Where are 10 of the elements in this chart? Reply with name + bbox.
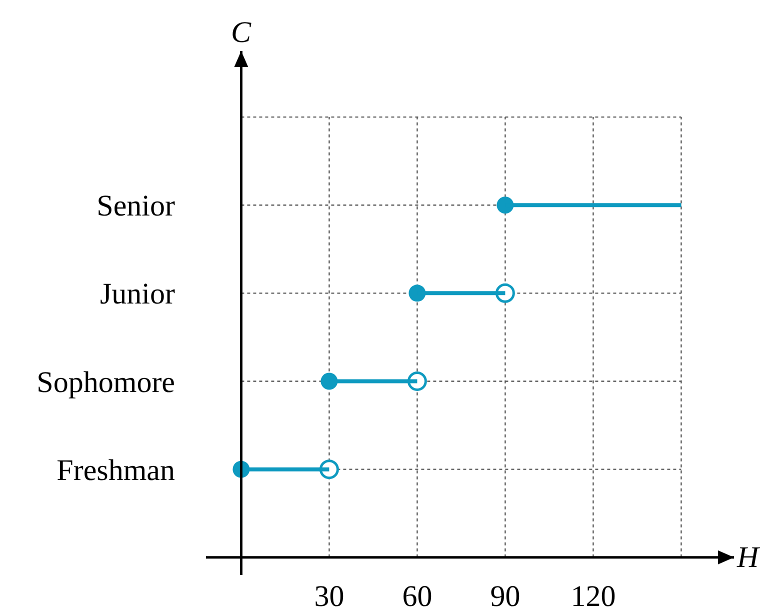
x-tick-label: 30: [314, 580, 344, 613]
x-tick-label: 60: [402, 580, 432, 613]
y-tick-label: Sophomore: [36, 366, 175, 399]
y-tick-label: Freshman: [56, 454, 175, 487]
x-tick-label: 120: [570, 580, 616, 613]
y-axis-title: C: [231, 16, 252, 49]
y-tick-label: Junior: [100, 278, 176, 311]
y-tick-label: Senior: [96, 190, 176, 223]
x-axis-title: H: [736, 541, 761, 574]
x-tick-label: 90: [490, 580, 520, 613]
